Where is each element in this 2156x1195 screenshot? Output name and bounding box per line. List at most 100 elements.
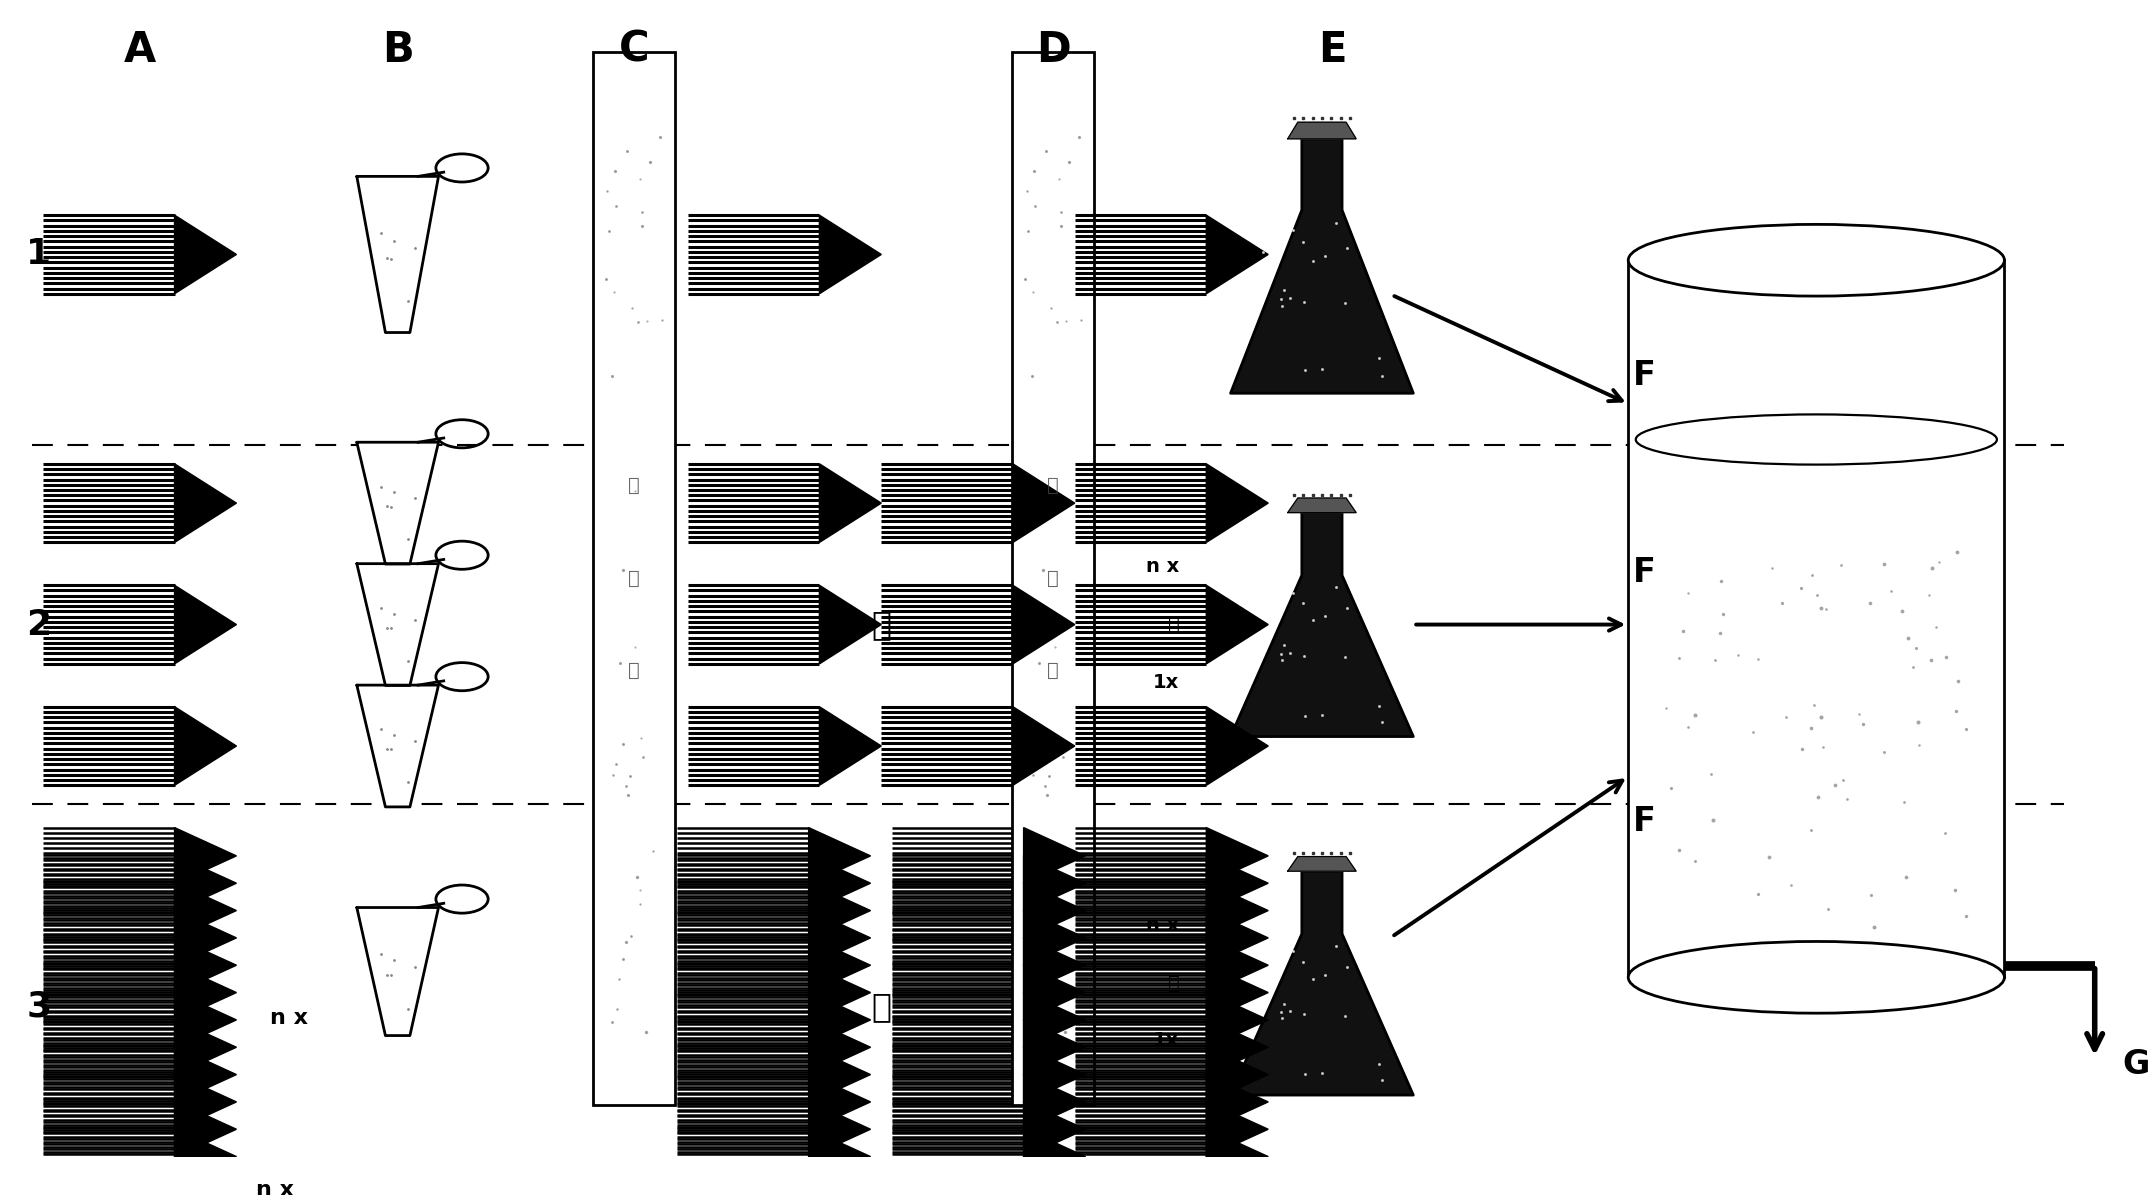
Text: E: E [1319, 29, 1348, 71]
Polygon shape [808, 1073, 871, 1130]
Polygon shape [175, 706, 237, 785]
Polygon shape [1024, 1073, 1084, 1130]
Polygon shape [1207, 1047, 1268, 1103]
Polygon shape [808, 1047, 871, 1103]
Polygon shape [1024, 937, 1084, 993]
Polygon shape [819, 706, 882, 785]
Polygon shape [1024, 964, 1084, 1021]
Text: n x: n x [257, 1179, 293, 1195]
Polygon shape [1207, 882, 1268, 939]
Polygon shape [1207, 937, 1268, 993]
Polygon shape [175, 909, 237, 967]
Text: D: D [1035, 29, 1072, 71]
Ellipse shape [1628, 225, 2005, 296]
Polygon shape [1013, 464, 1074, 543]
Polygon shape [1207, 706, 1268, 785]
Text: B: B [382, 29, 414, 71]
Polygon shape [1287, 857, 1356, 871]
Text: n x: n x [1147, 915, 1179, 934]
Text: 1x: 1x [1153, 673, 1179, 692]
Text: 转: 转 [627, 477, 640, 495]
Polygon shape [1231, 513, 1414, 736]
Bar [1628, 261, 2005, 978]
Text: 染: 染 [627, 569, 640, 588]
Polygon shape [175, 464, 237, 543]
Polygon shape [808, 992, 871, 1048]
Polygon shape [175, 854, 237, 912]
Polygon shape [358, 442, 438, 564]
Polygon shape [1024, 1101, 1084, 1158]
Polygon shape [175, 964, 237, 1021]
Polygon shape [175, 1047, 237, 1103]
Polygon shape [1207, 828, 1268, 884]
Polygon shape [1207, 964, 1268, 1021]
Polygon shape [175, 586, 237, 664]
Polygon shape [358, 564, 438, 686]
Polygon shape [808, 882, 871, 939]
Polygon shape [1207, 1019, 1268, 1076]
Polygon shape [1231, 139, 1414, 393]
Polygon shape [1207, 1073, 1268, 1130]
Polygon shape [1207, 992, 1268, 1048]
Bar [1013, 53, 1093, 1104]
Polygon shape [175, 1019, 237, 1076]
Polygon shape [175, 828, 237, 884]
Text: 物: 物 [1048, 661, 1059, 680]
Text: 1x: 1x [1153, 1031, 1179, 1050]
Polygon shape [175, 1101, 237, 1158]
Polygon shape [175, 992, 237, 1048]
Polygon shape [808, 1019, 871, 1076]
Text: A: A [123, 29, 155, 71]
Text: 或: 或 [1169, 974, 1179, 993]
Polygon shape [175, 1073, 237, 1130]
Polygon shape [175, 215, 237, 294]
Text: F: F [1632, 360, 1656, 392]
Polygon shape [1024, 909, 1084, 967]
Polygon shape [1231, 871, 1414, 1095]
Text: 或: 或 [871, 989, 890, 1023]
Polygon shape [808, 828, 871, 884]
Text: n x: n x [270, 1007, 308, 1028]
Text: 2: 2 [26, 607, 52, 642]
Text: 或: 或 [1169, 615, 1179, 635]
Polygon shape [808, 1128, 871, 1185]
Polygon shape [1287, 498, 1356, 513]
Polygon shape [808, 854, 871, 912]
Polygon shape [819, 586, 882, 664]
Text: 或: 或 [871, 608, 890, 641]
Polygon shape [1024, 992, 1084, 1048]
Polygon shape [808, 937, 871, 993]
Polygon shape [175, 882, 237, 939]
Polygon shape [808, 1101, 871, 1158]
Polygon shape [1207, 586, 1268, 664]
Text: C: C [619, 29, 649, 71]
Text: F: F [1632, 556, 1656, 589]
Polygon shape [1024, 1128, 1084, 1185]
Polygon shape [1013, 586, 1074, 664]
Polygon shape [1207, 464, 1268, 543]
Text: 液: 液 [627, 661, 640, 680]
Polygon shape [819, 464, 882, 543]
Polygon shape [808, 909, 871, 967]
Polygon shape [1287, 122, 1356, 139]
Ellipse shape [1628, 942, 2005, 1013]
Polygon shape [1024, 828, 1084, 884]
Polygon shape [1207, 909, 1268, 967]
Text: 染: 染 [1048, 569, 1059, 588]
Polygon shape [358, 685, 438, 807]
Polygon shape [175, 937, 237, 993]
Polygon shape [1024, 882, 1084, 939]
Bar [593, 53, 675, 1104]
Polygon shape [1024, 854, 1084, 912]
Polygon shape [1207, 1128, 1268, 1185]
Polygon shape [1207, 215, 1268, 294]
Text: F: F [1632, 804, 1656, 838]
Text: G: G [2124, 1048, 2150, 1080]
Polygon shape [1207, 854, 1268, 912]
Polygon shape [1024, 1047, 1084, 1103]
Polygon shape [819, 215, 882, 294]
Text: n x: n x [1147, 557, 1179, 576]
Polygon shape [1013, 706, 1074, 785]
Polygon shape [1024, 1019, 1084, 1076]
Polygon shape [175, 1128, 237, 1185]
